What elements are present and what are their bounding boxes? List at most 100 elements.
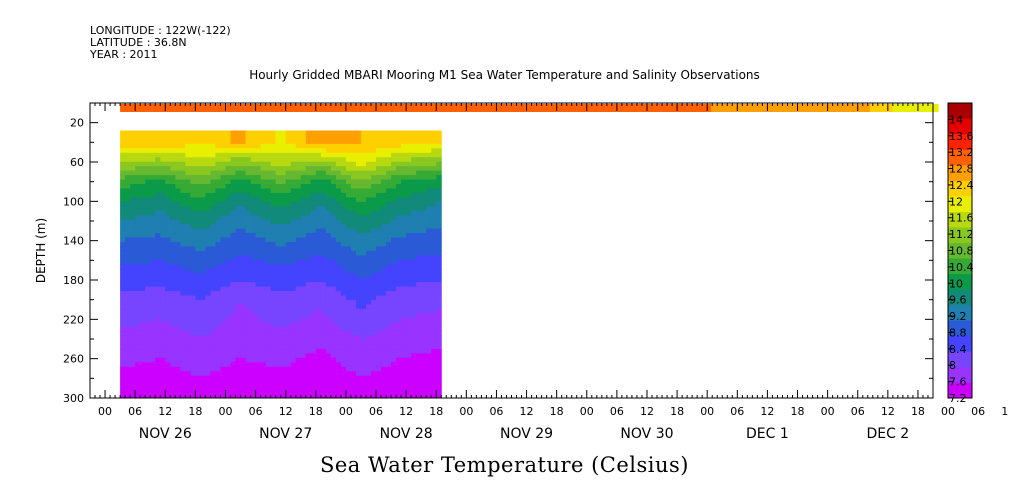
heatmap-cell <box>225 157 231 163</box>
heatmap-cell <box>290 184 297 189</box>
heatmap-cell <box>195 308 201 314</box>
heatmap-cell <box>371 134 377 140</box>
heatmap-cell <box>325 224 332 230</box>
heatmap-cell <box>436 393 442 399</box>
heatmap-cell <box>290 206 297 212</box>
heatmap-cell <box>215 237 221 243</box>
heatmap-cell <box>215 179 221 185</box>
heatmap-cell <box>340 331 347 337</box>
heatmap-cell <box>315 143 322 149</box>
heatmap-cell <box>295 192 302 198</box>
x-hour-label: 12 <box>279 405 293 418</box>
heatmap-cell <box>270 273 277 279</box>
heatmap-cell <box>180 384 186 390</box>
heatmap-cell <box>250 206 257 212</box>
heatmap-cell <box>320 241 327 247</box>
heatmap-cell <box>250 188 257 194</box>
heatmap-cell <box>125 233 131 239</box>
heatmap-cell <box>421 357 427 363</box>
heatmap-cell <box>140 219 146 225</box>
heatmap-cell <box>355 184 362 189</box>
heatmap-cell <box>215 206 221 212</box>
heatmap-cell <box>295 250 302 256</box>
heatmap-cell <box>401 228 407 234</box>
heatmap-cell <box>310 161 317 167</box>
heatmap-cell <box>130 210 136 216</box>
heatmap-cell <box>401 268 407 274</box>
heatmap-cell <box>310 331 317 337</box>
heatmap-cell <box>265 192 272 198</box>
heatmap-cell <box>120 206 126 212</box>
heatmap-cell <box>195 184 201 189</box>
heatmap-cell <box>365 264 372 270</box>
heatmap-cell <box>200 389 206 395</box>
heatmap-cell <box>260 157 267 163</box>
heatmap-cell <box>250 130 257 136</box>
heatmap-cell <box>330 335 337 341</box>
heatmap-cell <box>340 322 347 328</box>
heatmap-cell <box>150 148 156 154</box>
heatmap-cell <box>330 282 337 288</box>
heatmap-cell <box>411 371 417 377</box>
heatmap-cell <box>315 317 322 323</box>
heatmap-cell <box>426 139 432 145</box>
heatmap-cell <box>310 295 317 301</box>
heatmap-cell <box>165 161 171 167</box>
heatmap-cell <box>371 259 377 265</box>
heatmap-cell <box>250 143 257 149</box>
heatmap-cell <box>396 148 402 154</box>
heatmap-cell <box>386 184 392 189</box>
heatmap-cell <box>195 295 201 301</box>
heatmap-cell <box>200 348 206 354</box>
heatmap-cell <box>396 313 402 319</box>
heatmap-cell <box>421 366 427 372</box>
heatmap-cell <box>135 331 141 337</box>
heatmap-cell <box>240 326 247 332</box>
heatmap-cell <box>180 371 186 377</box>
heatmap-cell <box>396 384 402 390</box>
heatmap-cell <box>210 322 216 328</box>
heatmap-cell <box>371 348 377 354</box>
heatmap-cell <box>310 291 317 296</box>
heatmap-cell <box>275 317 282 323</box>
heatmap-cell <box>365 326 372 332</box>
heatmap-cell <box>325 246 332 252</box>
heatmap-cell <box>401 152 407 158</box>
heatmap-cell <box>245 331 252 337</box>
heatmap-cell <box>250 362 257 368</box>
heatmap-cell <box>376 152 382 158</box>
heatmap-cell <box>376 331 382 337</box>
heatmap-cell <box>295 224 302 230</box>
heatmap-cell <box>190 326 196 332</box>
heatmap-cell <box>255 335 262 341</box>
heatmap-cell <box>381 264 387 270</box>
heatmap-cell <box>285 246 292 252</box>
heatmap-cell <box>185 366 191 372</box>
heatmap-cell <box>386 357 392 363</box>
heatmap-cell <box>391 143 397 149</box>
heatmap-cell <box>155 157 161 163</box>
heatmap-cell <box>165 206 171 212</box>
heatmap-cell <box>401 277 407 283</box>
heatmap-cell <box>255 130 262 136</box>
heatmap-cell <box>381 237 387 243</box>
heatmap-cell <box>195 313 201 319</box>
heatmap-cell <box>280 268 287 274</box>
heatmap-cell <box>376 340 382 346</box>
heatmap-cell <box>340 197 347 203</box>
heatmap-cell <box>135 291 141 296</box>
heatmap-cell <box>140 224 146 230</box>
heatmap-cell <box>381 188 387 194</box>
heatmap-cell <box>245 250 252 256</box>
heatmap-cell <box>391 134 397 140</box>
heatmap-cell <box>305 228 312 234</box>
heatmap-cell <box>230 313 237 319</box>
heatmap-cell <box>396 210 402 216</box>
heatmap-cell <box>406 308 412 314</box>
heatmap-cell <box>431 197 437 203</box>
heatmap-cell <box>381 291 387 296</box>
heatmap-cell <box>386 134 392 140</box>
heatmap-cell <box>320 228 327 234</box>
heatmap-cell <box>250 139 257 145</box>
heatmap-cell <box>335 268 342 274</box>
